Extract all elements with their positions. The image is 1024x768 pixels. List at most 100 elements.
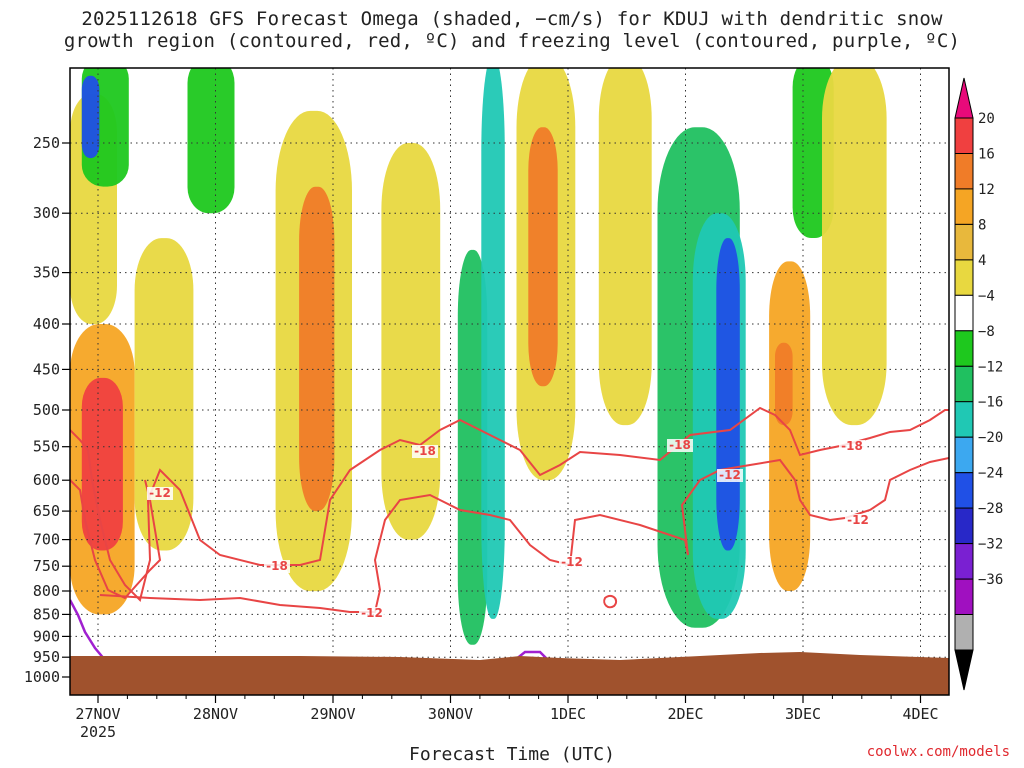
contour-label-5: -12	[361, 606, 383, 620]
contour-label-2: -18	[266, 559, 288, 573]
contour-label-0: -18	[414, 444, 436, 458]
contour-label-8: -12	[847, 513, 869, 527]
colorbar-label-12: −32	[978, 537, 1003, 553]
y-tick-label-300: 300	[33, 204, 60, 222]
colorbar-top-triangle	[954, 77, 974, 119]
y-tick-label-650: 650	[33, 502, 60, 520]
colorbar-label-6: −8	[978, 324, 995, 340]
colorbar-box-2	[954, 188, 974, 225]
colorbar-box-5	[954, 294, 974, 332]
contour-label-bg	[667, 439, 693, 452]
x-tick-label-4: 1DEC	[550, 705, 586, 723]
contour-labels: -18 -18 -18 -18 -12 -12 -12 -12 -12	[147, 438, 871, 620]
colorbar: 20 16 12 8 4 −4 −8 −12 −16 −20 −24 −28 −32 −36	[954, 77, 1003, 691]
omega-region-18	[769, 261, 811, 591]
colorbar-label-10: −24	[978, 466, 1003, 482]
chart-title-line-2: growth region (contoured, red, ºC) and f…	[63, 30, 961, 52]
y-tick-label-900: 900	[33, 627, 60, 645]
colorbar-label-3: 8	[978, 217, 986, 233]
colorbar-box-7	[954, 365, 974, 403]
colorbar-label-5: −4	[978, 288, 995, 304]
omega-region-21	[822, 68, 887, 426]
colorbar-box-1	[954, 153, 974, 190]
omega-region-19	[775, 342, 793, 426]
omega-region-11	[481, 68, 505, 619]
colorbar-label-7: −12	[978, 359, 1003, 375]
omega-region-5	[134, 238, 194, 551]
contour-small-loop	[603, 594, 618, 609]
credit-link[interactable]: coolwx.com/models	[866, 744, 1010, 760]
contour-label-3: -18	[841, 439, 863, 453]
y-tick-label-750: 750	[33, 557, 60, 575]
omega-region-14	[598, 68, 652, 426]
colorbar-label-13: −36	[978, 572, 1003, 588]
terrain-ground-fill	[70, 652, 949, 695]
colorbar-label-9: −20	[978, 430, 1003, 446]
plot-area: -18 -18 -18 -18 -12 -12 -12 -12 -12	[69, 67, 950, 696]
x-tick-label-6: 3DEC	[785, 705, 821, 723]
contour-label-6: -12	[561, 555, 583, 569]
y-tick-label-550: 550	[33, 438, 60, 456]
colorbar-label-4: 4	[978, 253, 986, 269]
y-tick-label-250: 250	[33, 134, 60, 152]
y-tick-label-700: 700	[33, 531, 60, 549]
y-axis: 250 300 350 400 450 500 550 600 650 700 750 800 850 9…	[24, 134, 70, 686]
contour-label-1: -18	[669, 438, 691, 452]
y-tick-label-850: 850	[33, 605, 60, 623]
omega-region-8	[299, 186, 335, 512]
x-tick-label-5: 2DEC	[667, 705, 703, 723]
colorbar-label-2: 12	[978, 182, 995, 198]
contour-label-bg	[412, 445, 438, 458]
colorbar-box-3	[954, 223, 974, 261]
y-tick-label-450: 450	[33, 360, 60, 378]
omega-region-10	[457, 249, 488, 645]
colorbar-bottom-triangle	[954, 649, 974, 691]
colorbar-label-1: 16	[978, 147, 995, 163]
colorbar-box-0	[954, 117, 974, 154]
y-tick-label-500: 500	[33, 401, 60, 419]
colorbar-box-8	[954, 401, 974, 438]
y-tick-label-400: 400	[33, 315, 60, 333]
y-tick-label-800: 800	[33, 582, 60, 600]
omega-region-13	[528, 127, 558, 387]
colorbar-label-0: 20	[978, 111, 995, 127]
omega-region-1	[81, 377, 123, 551]
contour-label-bg	[839, 440, 865, 453]
x-axis: 27NOV 28NOV 29NOV 30NOV 1DEC 2DEC 3DEC 4DEC 2025	[75, 695, 939, 741]
colorbar-box-10	[954, 472, 974, 509]
x-tick-label-7: 4DEC	[902, 705, 938, 723]
freezing-level-contour-left	[70, 599, 106, 661]
contour-label-bg	[559, 556, 585, 569]
colorbar-label-11: −28	[978, 501, 1003, 517]
omega-region-17	[716, 238, 740, 551]
colorbar-box-14	[954, 614, 974, 651]
colorbar-box-9	[954, 436, 974, 474]
x-year-label: 2025	[80, 723, 116, 741]
y-tick-label-1000: 1000	[24, 668, 60, 686]
contour-label-bg	[147, 487, 173, 500]
contour-label-bg	[717, 469, 743, 482]
x-tick-label-2: 29NOV	[310, 705, 355, 723]
ground-surface	[70, 652, 949, 695]
colorbar-box-12	[954, 543, 974, 580]
x-tick-label-0: 27NOV	[75, 705, 120, 723]
y-tick-label-950: 950	[33, 648, 60, 666]
omega-region-4	[81, 75, 100, 159]
x-tick-label-3: 30NOV	[428, 705, 473, 723]
omega-region-6	[187, 68, 235, 214]
x-axis-label: Forecast Time (UTC)	[409, 744, 615, 765]
contour-label-bg	[264, 560, 290, 573]
y-tick-label-600: 600	[33, 471, 60, 489]
colorbar-box-11	[954, 507, 974, 545]
colorbar-box-4	[954, 259, 974, 296]
contour-label-4: -12	[149, 486, 171, 500]
contour-label-bg	[845, 514, 871, 527]
colorbar-box-6	[954, 330, 974, 367]
y-tick-label-350: 350	[33, 264, 60, 282]
contour-label-bg	[359, 607, 385, 620]
contour-minus-18	[70, 406, 949, 602]
x-tick-label-1: 28NOV	[193, 705, 238, 723]
colorbar-box-13	[954, 578, 974, 616]
contour-label-7: -12	[719, 468, 741, 482]
